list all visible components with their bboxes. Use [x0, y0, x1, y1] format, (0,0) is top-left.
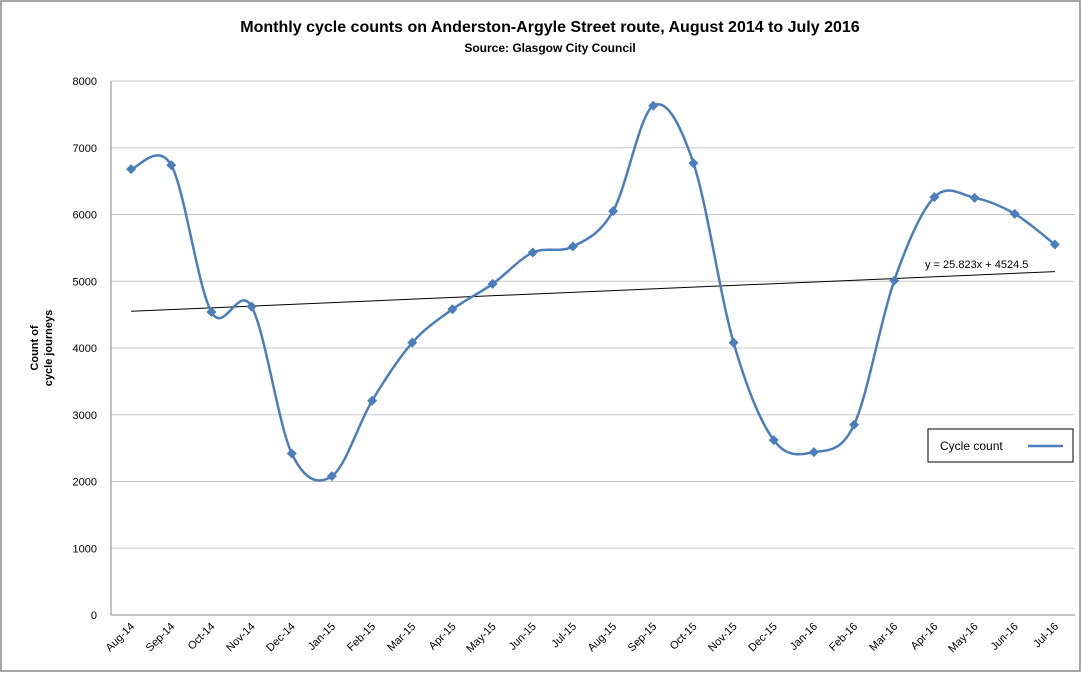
data-point	[889, 275, 900, 286]
data-point	[768, 435, 779, 446]
trendline	[131, 271, 1055, 312]
data-point	[608, 206, 619, 217]
y-tick-label: 0	[91, 610, 97, 622]
chart-subtitle: Source: Glasgow City Council	[464, 41, 635, 55]
data-point	[929, 192, 940, 203]
data-point	[1049, 239, 1060, 250]
data-point	[286, 448, 297, 459]
data-point	[1009, 208, 1020, 219]
y-tick-label: 4000	[73, 343, 97, 355]
data-point	[808, 447, 819, 458]
data-point	[688, 158, 699, 169]
data-point	[206, 306, 217, 317]
y-axis-label-line: cycle journeys	[43, 310, 55, 386]
data-point	[728, 337, 739, 348]
data-point	[567, 241, 578, 252]
y-axis-label: Count of cycle journeys	[29, 310, 55, 386]
trendline-label: y = 25.823x + 4524.5	[925, 259, 1028, 271]
series-line	[130, 103, 1056, 482]
data-point	[126, 164, 137, 175]
y-tick-label: 2000	[73, 477, 97, 489]
data-point	[527, 247, 538, 258]
data-point	[166, 160, 177, 171]
data-point	[849, 419, 860, 430]
legend-label: Cycle count	[940, 439, 1003, 453]
data-point	[367, 395, 378, 406]
data-point	[969, 192, 980, 203]
data-point	[326, 471, 337, 482]
y-tick-label: 7000	[73, 143, 97, 155]
data-point	[246, 301, 257, 312]
y-axis-label-line: Count of	[29, 325, 41, 371]
y-tick-label: 3000	[73, 410, 97, 422]
data-point	[447, 304, 458, 315]
data-point	[487, 278, 498, 289]
y-tick-label: 5000	[73, 276, 97, 288]
y-tick-label: 8000	[73, 76, 97, 88]
y-tick-label: 1000	[73, 543, 97, 555]
data-point	[407, 337, 418, 348]
chart-title: Monthly cycle counts on Anderston-Argyle…	[240, 19, 859, 36]
y-tick-label: 6000	[73, 210, 97, 222]
data-point	[648, 100, 659, 111]
